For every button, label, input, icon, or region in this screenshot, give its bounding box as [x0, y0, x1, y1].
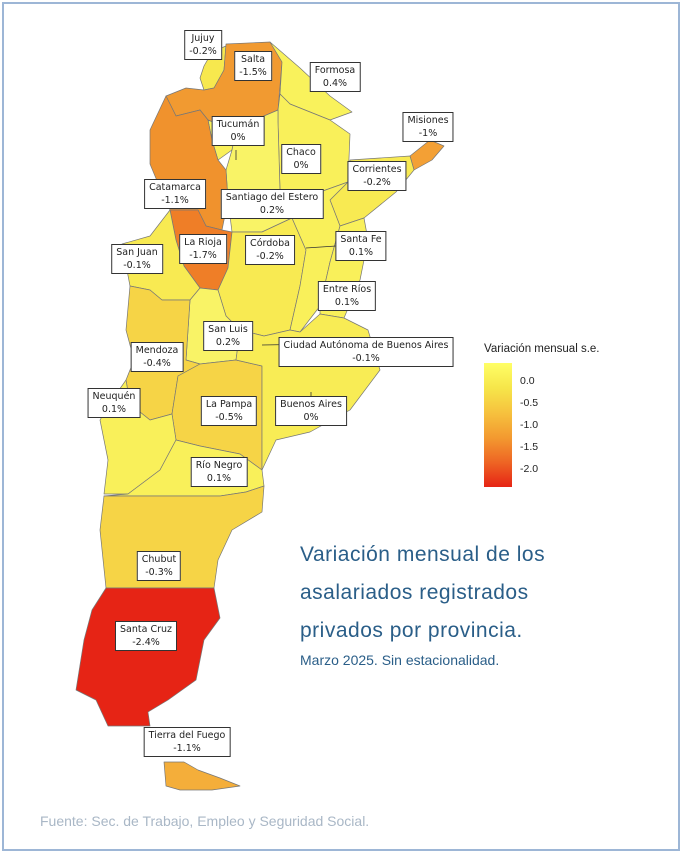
label-corrientes: Corrientes -0.2% — [347, 161, 407, 191]
legend-tick: -1.5 — [520, 441, 539, 453]
label-catamarca: Catamarca -1.1% — [144, 179, 206, 209]
title-line: Variación mensual de los — [300, 543, 546, 566]
label-sanjuan: San Juan -0.1% — [111, 244, 163, 274]
figure-title: Variación mensual de los asalariados reg… — [300, 536, 545, 650]
label-sanluis: San Luis 0.2% — [203, 321, 253, 351]
label-rionegro: Río Negro 0.1% — [190, 457, 248, 487]
legend-colorbar — [484, 363, 512, 487]
legend-tick: -2.0 — [520, 463, 539, 475]
legend-tick: 0.0 — [520, 375, 535, 387]
title-line: asalariados registrados — [300, 581, 529, 604]
legend-title: Variación mensual s.e. — [484, 343, 600, 355]
figure-subtitle: Marzo 2025. Sin estacionalidad. — [300, 652, 500, 668]
label-santiago: Santiago del Estero 0.2% — [220, 189, 324, 219]
province-misiones — [409, 139, 445, 171]
label-misiones: Misiones -1% — [402, 112, 454, 142]
province-chubut — [99, 485, 265, 589]
label-lapampa: La Pampa -0.5% — [200, 396, 258, 426]
label-santacruz: Santa Cruz -2.4% — [115, 621, 177, 651]
label-chaco: Chaco 0% — [281, 144, 321, 174]
province-tierradelfuego — [163, 761, 241, 791]
label-caba: Ciudad Autónoma de Buenos Aires -0.1% — [278, 337, 454, 367]
province-santacruz — [75, 587, 221, 727]
label-neuquen: Neuquén 0.1% — [87, 388, 141, 418]
label-formosa: Formosa 0.4% — [309, 62, 361, 92]
label-mendoza: Mendoza -0.4% — [130, 342, 184, 372]
label-larioja: La Rioja -1.7% — [179, 234, 227, 264]
legend-tick: -0.5 — [520, 397, 539, 409]
label-tucuman: Tucumán 0% — [211, 116, 265, 146]
source-note: Fuente: Sec. de Trabajo, Empleo y Seguri… — [40, 813, 370, 829]
label-salta: Salta -1.5% — [234, 51, 272, 81]
title-line: privados por provincia. — [300, 619, 523, 642]
label-santafe: Santa Fe 0.1% — [335, 231, 387, 261]
label-chubut: Chubut -0.3% — [136, 551, 182, 581]
legend-tick: -1.0 — [520, 419, 539, 431]
label-cordoba: Córdoba -0.2% — [245, 235, 295, 265]
label-tierradelfuego: Tierra del Fuego -1.1% — [143, 727, 231, 757]
label-jujuy: Jujuy -0.2% — [184, 30, 222, 60]
label-buenosaires: Buenos Aires 0% — [275, 396, 347, 426]
label-entrerios: Entre Ríos 0.1% — [317, 281, 377, 311]
